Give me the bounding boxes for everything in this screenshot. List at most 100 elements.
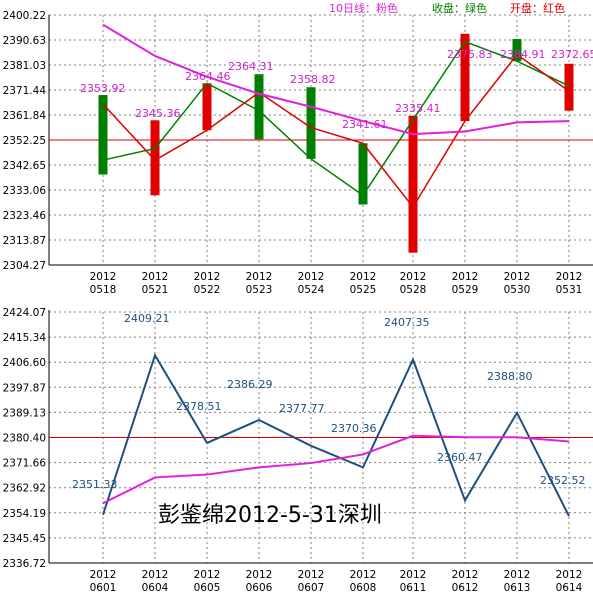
lower-y-ticks: 2424.07 2415.34 2406.60 2397.87 2389.13 2380.… <box>3 307 47 570</box>
x-tick-year: 2012 <box>298 569 325 581</box>
data-label: 2386.29 <box>227 378 273 391</box>
y-tick-label: 2354.19 <box>3 508 46 520</box>
y-tick-label: 2400.22 <box>3 10 46 22</box>
y-tick-label: 2390.63 <box>3 35 46 47</box>
x-tick-year: 2012 <box>504 569 531 581</box>
y-tick-label: 2304.27 <box>3 260 46 272</box>
x-tick-date: 0531 <box>556 284 583 296</box>
y-tick-label: 2333.06 <box>3 185 47 197</box>
x-tick-year: 2012 <box>400 271 427 283</box>
data-label: 2388.80 <box>487 370 533 383</box>
data-label: 2407.35 <box>384 316 430 329</box>
y-tick-label: 2424.07 <box>3 307 46 319</box>
x-tick-date: 0601 <box>90 582 117 593</box>
y-tick-label: 2381.03 <box>3 60 46 72</box>
candle-body <box>254 74 264 140</box>
x-tick-date: 0611 <box>400 582 427 593</box>
legend-open: 开盘：红色 <box>510 1 565 15</box>
y-tick-label: 2371.66 <box>3 458 47 470</box>
legend: 10日线：粉色 收盘：绿色 开盘：红色 <box>329 1 565 15</box>
open-series-line <box>102 53 570 209</box>
data-label: 2335.41 <box>395 102 441 115</box>
upper-candles <box>98 33 574 253</box>
watermark-signature: 彭鉴绵2012-5-31深圳 <box>158 503 382 528</box>
y-tick-label: 2397.87 <box>3 382 46 394</box>
x-tick-date: 0529 <box>452 284 479 296</box>
candle-body <box>564 63 574 111</box>
candle-body <box>358 143 368 205</box>
x-tick-date: 0614 <box>556 582 583 593</box>
upper-lines <box>102 23 570 209</box>
ma10-series-line <box>102 23 570 136</box>
candle-body <box>150 120 160 196</box>
y-tick-label: 2342.65 <box>3 160 46 172</box>
data-label: 2353.92 <box>80 82 126 95</box>
data-label: 2345.36 <box>135 107 181 120</box>
close-series-line <box>102 40 570 197</box>
data-label: 2409.21 <box>124 312 170 325</box>
data-label: 2370.36 <box>331 422 377 435</box>
x-tick-year: 2012 <box>246 271 273 283</box>
data-label: 2360.47 <box>437 451 483 464</box>
x-tick-date: 0518 <box>90 284 117 296</box>
x-tick-date: 0522 <box>194 284 221 296</box>
x-tick-year: 2012 <box>298 271 325 283</box>
x-tick-year: 2012 <box>350 271 377 283</box>
candle-body <box>98 95 108 175</box>
ma-series-line <box>102 434 570 505</box>
legend-ma10: 10日线：粉色 <box>329 1 398 15</box>
lower-data-labels: 2351.33 2409.21 2378.51 2386.29 2377.77 2370.… <box>72 312 586 491</box>
data-label: 2377.77 <box>279 402 325 415</box>
forecast-series-line <box>102 352 570 517</box>
x-tick-date: 0612 <box>452 582 479 593</box>
x-tick-year: 2012 <box>142 271 169 283</box>
x-tick-date: 0606 <box>246 582 273 593</box>
x-tick-year: 2012 <box>400 569 427 581</box>
x-tick-date: 0524 <box>298 284 325 296</box>
x-tick-year: 2012 <box>142 569 169 581</box>
legend-close: 收盘：绿色 <box>432 1 487 15</box>
data-label: 2351.33 <box>72 478 118 491</box>
x-tick-year: 2012 <box>90 271 117 283</box>
upper-y-ticks: 2400.22 2390.63 2381.03 2371.44 2361.84 2352.… <box>3 10 47 272</box>
y-tick-label: 2313.87 <box>3 235 46 247</box>
candle-body <box>408 115 418 253</box>
y-tick-label: 2323.46 <box>3 210 47 222</box>
x-tick-year: 2012 <box>246 569 273 581</box>
y-tick-label: 2371.44 <box>3 85 47 97</box>
x-tick-year: 2012 <box>556 271 583 283</box>
x-tick-year: 2012 <box>556 569 583 581</box>
data-label: 2372.65 <box>551 48 593 61</box>
data-label: 2375.83 <box>447 48 493 61</box>
candle-body <box>202 83 212 131</box>
x-tick-year: 2012 <box>90 569 117 581</box>
data-label: 2358.82 <box>290 73 336 86</box>
y-tick-label: 2361.84 <box>3 110 47 122</box>
x-tick-year: 2012 <box>452 271 479 283</box>
x-tick-year: 2012 <box>350 569 377 581</box>
y-tick-label: 2406.60 <box>3 357 46 369</box>
y-tick-label: 2345.45 <box>3 533 46 545</box>
lower-x-ticks: 2012060120120604201206052012060620120607… <box>90 569 583 593</box>
x-tick-date: 0607 <box>298 582 325 593</box>
x-tick-date: 0523 <box>246 284 273 296</box>
x-tick-date: 0604 <box>142 582 169 593</box>
x-tick-year: 2012 <box>194 271 221 283</box>
x-tick-year: 2012 <box>452 569 479 581</box>
x-tick-date: 0528 <box>400 284 427 296</box>
x-tick-date: 0605 <box>194 582 221 593</box>
data-label: 2364.46 <box>185 70 231 83</box>
y-tick-label: 2389.13 <box>3 407 46 419</box>
x-tick-date: 0530 <box>504 284 531 296</box>
y-tick-label: 2336.72 <box>3 558 46 570</box>
y-tick-label: 2415.34 <box>3 332 47 344</box>
x-tick-year: 2012 <box>194 569 221 581</box>
data-label: 2341.61 <box>342 118 388 131</box>
x-tick-date: 0613 <box>504 582 531 593</box>
lower-lines <box>102 352 570 517</box>
upper-x-ticks: 2012051820120521201205222012052320120524… <box>90 271 583 296</box>
data-label: 2378.51 <box>176 400 222 413</box>
y-tick-label: 2352.25 <box>3 135 46 147</box>
